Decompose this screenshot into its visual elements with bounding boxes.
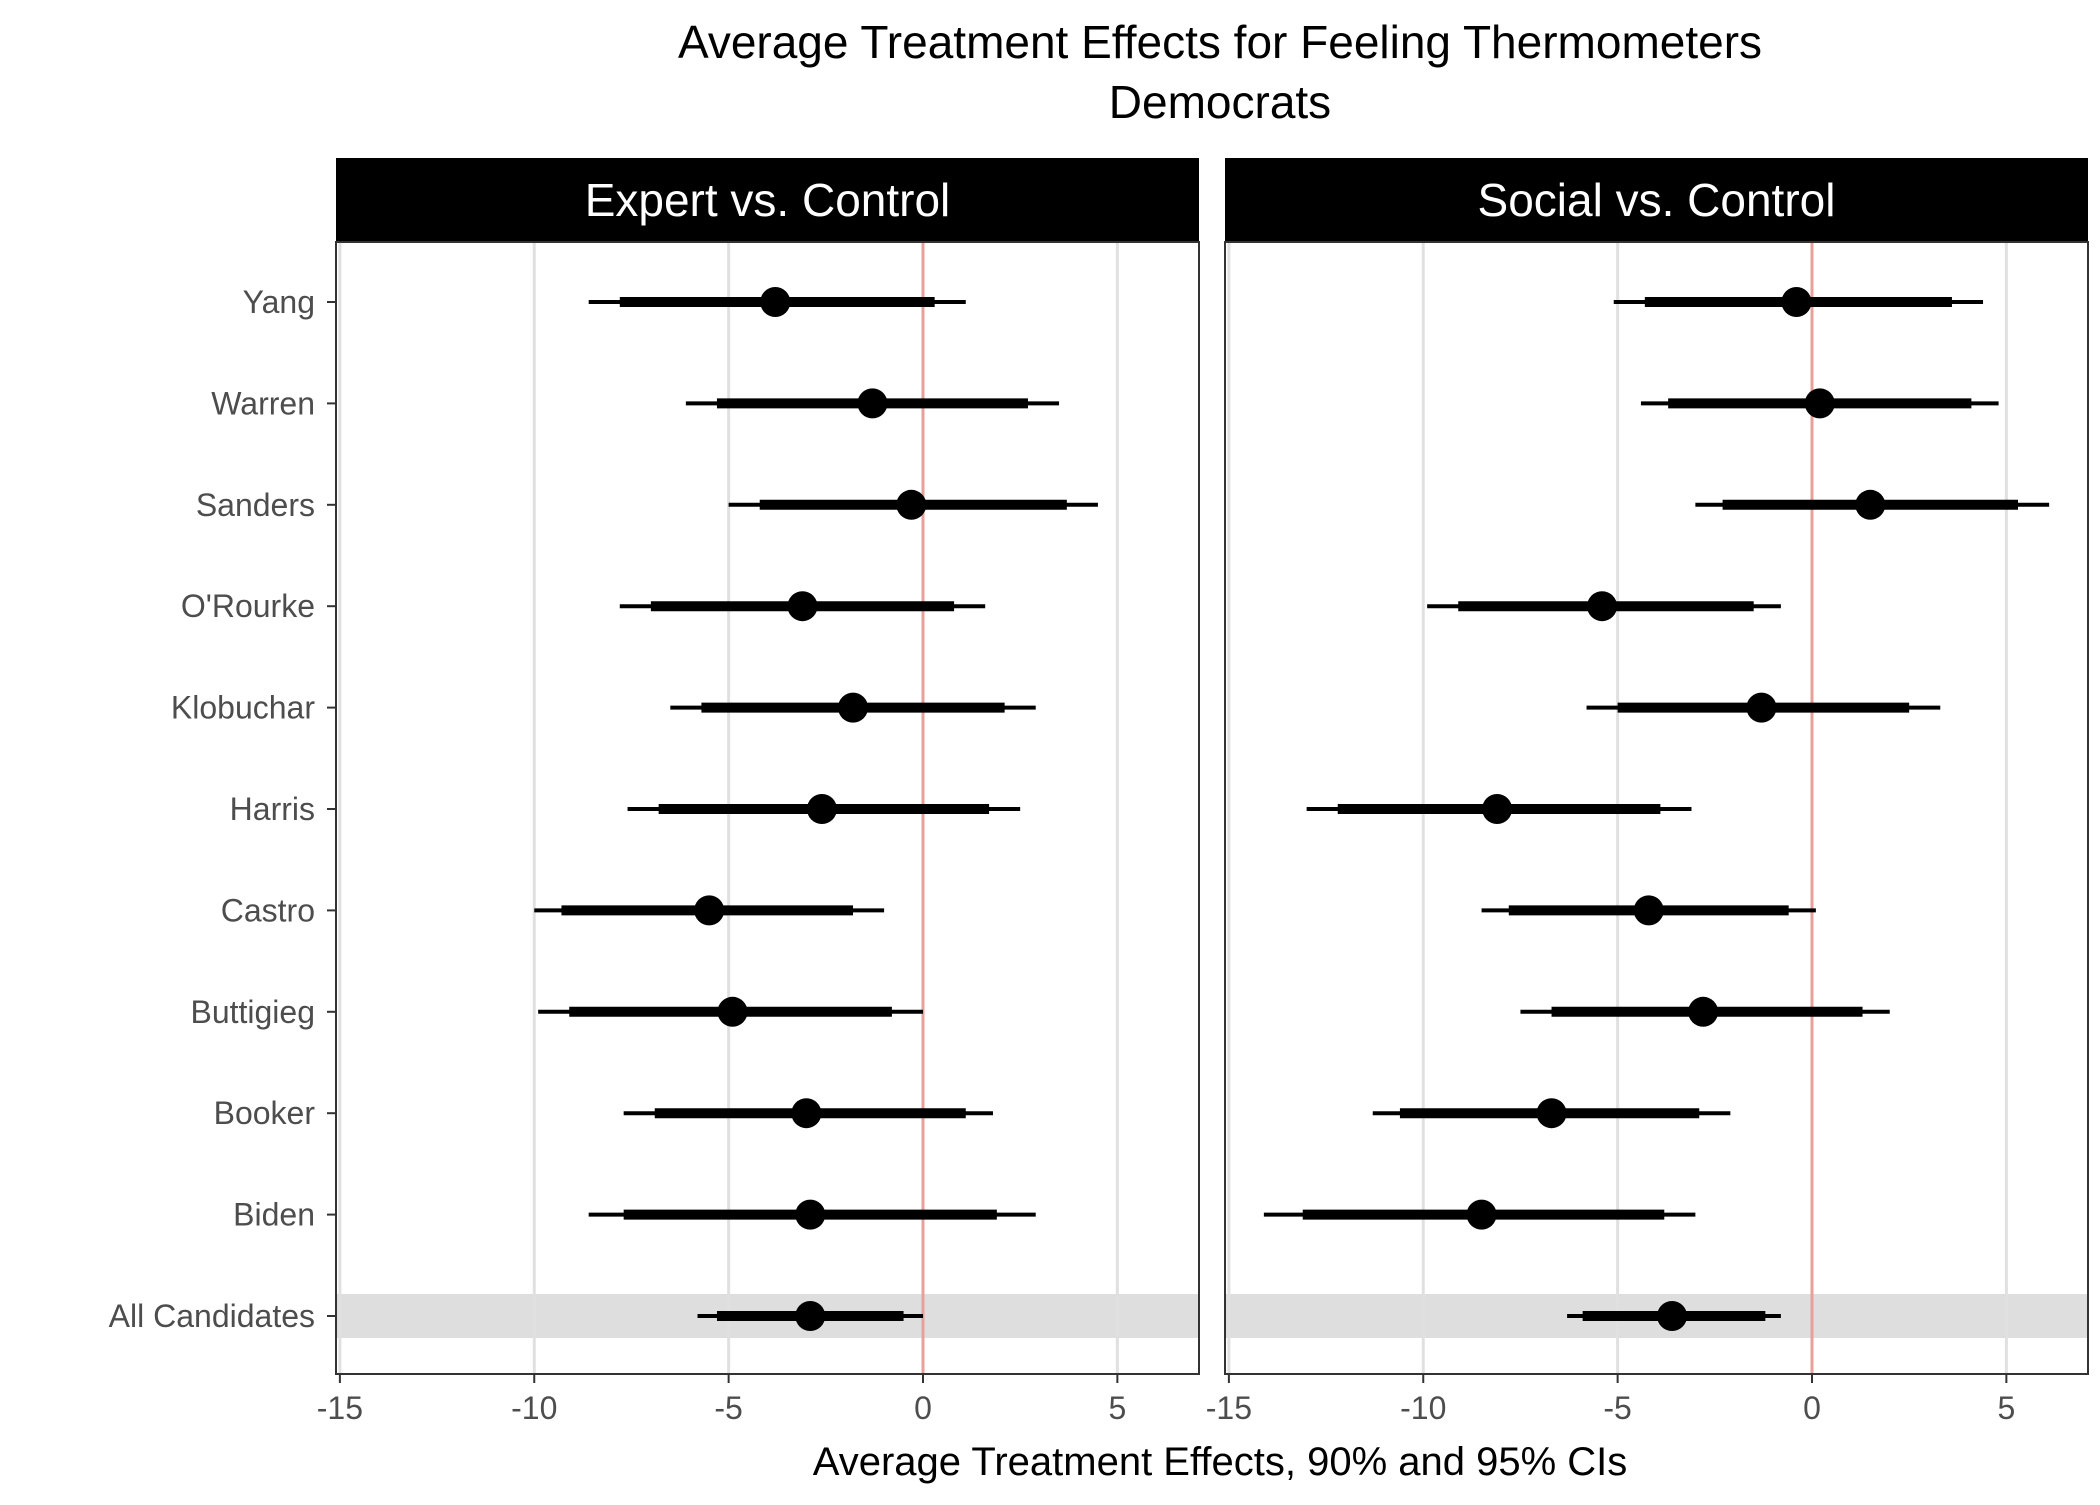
point-estimate-o-rourke bbox=[1587, 591, 1618, 622]
panel-expert-vs-control: Expert vs. Control -15 -10 -5 0 5 bbox=[317, 158, 1200, 1426]
chart-subtitle: Democrats bbox=[1109, 76, 1331, 128]
point-estimate-klobuchar bbox=[1746, 692, 1777, 723]
x-tick-label: -15 bbox=[317, 1390, 363, 1426]
panel-strip bbox=[1225, 158, 2088, 242]
point-estimate-biden bbox=[795, 1199, 826, 1230]
point-estimate-yang bbox=[760, 287, 791, 317]
y-label-biden: Biden bbox=[233, 1197, 315, 1233]
point-estimate-biden bbox=[1466, 1199, 1497, 1230]
point-estimate-yang bbox=[1781, 287, 1812, 317]
point-estimate-all-candidates bbox=[795, 1301, 826, 1331]
chart-title: Average Treatment Effects for Feeling Th… bbox=[678, 16, 1762, 68]
panel-social-vs-control: Social vs. Control -15 -10 -5 0 5 bbox=[1206, 158, 2089, 1426]
x-axis-title: Average Treatment Effects, 90% and 95% C… bbox=[813, 1440, 1628, 1484]
x-tick-label: -5 bbox=[1603, 1390, 1631, 1426]
y-label-harris: Harris bbox=[230, 791, 315, 827]
point-estimate-o-rourke bbox=[787, 591, 818, 622]
x-tick-label: -5 bbox=[714, 1390, 742, 1426]
panel-strip-label: Social vs. Control bbox=[1478, 174, 1836, 226]
x-tick-label: -10 bbox=[1400, 1390, 1446, 1426]
y-label-all-candidates: All Candidates bbox=[109, 1298, 315, 1334]
y-label-o-rourke: O'Rourke bbox=[181, 588, 315, 624]
x-tick-label: -15 bbox=[1206, 1390, 1252, 1426]
panel-strip-label: Expert vs. Control bbox=[585, 174, 951, 226]
point-estimate-harris bbox=[806, 794, 837, 824]
point-estimate-buttigieg bbox=[1688, 996, 1719, 1027]
y-label-buttigieg: Buttigieg bbox=[190, 994, 315, 1030]
y-label-sanders: Sanders bbox=[196, 487, 315, 523]
point-estimate-sanders bbox=[1855, 489, 1886, 520]
point-estimate-castro bbox=[1633, 895, 1664, 926]
x-tick-label: 0 bbox=[1803, 1390, 1821, 1426]
y-label-klobuchar: Klobuchar bbox=[171, 690, 315, 726]
point-estimate-sanders bbox=[896, 489, 927, 520]
y-label-castro: Castro bbox=[221, 892, 315, 928]
x-tick-label: 0 bbox=[914, 1390, 932, 1426]
y-label-booker: Booker bbox=[214, 1095, 316, 1131]
y-label-yang: Yang bbox=[243, 284, 315, 320]
x-tick-label: 5 bbox=[1108, 1390, 1126, 1426]
panel-strip bbox=[336, 158, 1199, 242]
point-estimate-buttigieg bbox=[717, 996, 748, 1027]
y-axis-labels: Yang Warren Sanders O'Rourke Klobuchar Harris… bbox=[109, 284, 336, 1334]
point-estimate-klobuchar bbox=[838, 692, 869, 723]
point-estimate-harris bbox=[1482, 794, 1513, 824]
point-estimate-booker bbox=[791, 1098, 822, 1129]
point-estimate-warren bbox=[857, 388, 888, 419]
panel-border bbox=[1224, 241, 2089, 1375]
point-estimate-castro bbox=[694, 895, 725, 926]
y-label-warren: Warren bbox=[211, 385, 315, 421]
point-estimate-booker bbox=[1536, 1098, 1567, 1129]
x-tick-label: 5 bbox=[1997, 1390, 2015, 1426]
point-estimate-warren bbox=[1804, 388, 1835, 419]
x-tick-label: -10 bbox=[511, 1390, 557, 1426]
point-estimate-all-candidates bbox=[1657, 1301, 1688, 1331]
